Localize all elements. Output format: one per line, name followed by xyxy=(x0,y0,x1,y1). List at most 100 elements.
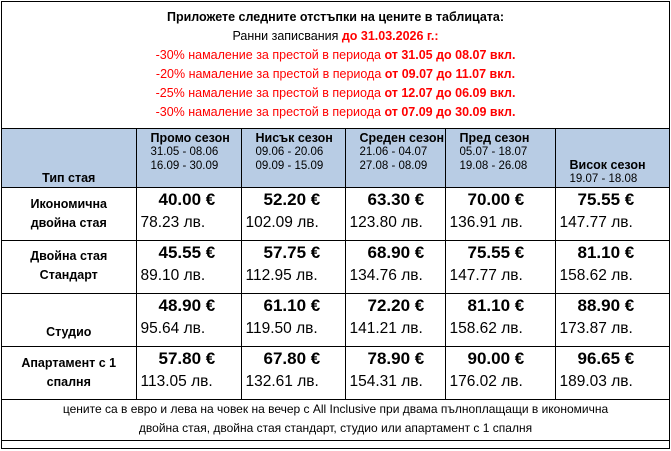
price-bgn: 158.62 лв. xyxy=(559,267,633,284)
price-cell: 75.55 € 147.77 лв. xyxy=(554,187,669,241)
discount-line: -30% намаление за престой в периода от 0… xyxy=(2,103,669,122)
season-header: Нисък сезон 09.06 - 20.06 09.09 - 15.09 xyxy=(240,129,346,188)
discount-text: намаление за престой в периода xyxy=(184,105,385,119)
price-bgn: 147.77 лв. xyxy=(559,214,633,231)
price-eur: 52.20 € xyxy=(263,190,321,209)
footer-note: цените са в евро и лева на човек на вече… xyxy=(2,399,669,441)
price-bgn: 113.05 лв. xyxy=(140,373,213,390)
price-eur: 45.55 € xyxy=(158,243,216,262)
price-bgn: 134.76 лв. xyxy=(349,267,423,284)
price-bgn: 89.10 лв. xyxy=(140,267,206,284)
price-eur: 48.90 € xyxy=(158,296,216,315)
price-bgn: 102.09 лв. xyxy=(245,214,319,231)
price-cell: 40.00 € 78.23 лв. xyxy=(135,187,242,241)
price-bgn: 154.31 лв. xyxy=(349,373,423,390)
price-cell: 75.55 € 147.77 лв. xyxy=(444,240,556,294)
price-cell: 67.80 € 132.61 лв. xyxy=(240,346,346,400)
price-cell: 61.10 € 119.50 лв. xyxy=(240,293,346,347)
price-eur: 57.80 € xyxy=(158,349,216,368)
price-bgn: 147.77 лв. xyxy=(449,267,523,284)
price-eur: 72.20 € xyxy=(367,296,425,315)
room-name-line: Студио xyxy=(46,325,92,339)
price-cell: 70.00 € 136.91 лв. xyxy=(444,187,556,241)
price-eur: 88.90 € xyxy=(577,296,635,315)
table-row: Икономична двойна стая 40.00 € 78.23 лв. 5… xyxy=(2,187,669,241)
season-range: 19.07 - 18.08 xyxy=(569,173,638,185)
early-booking-deadline: до 31.03.2026 г.: xyxy=(341,29,439,43)
season-range: 09.06 - 20.06 xyxy=(255,146,324,158)
price-cell: 78.90 € 154.31 лв. xyxy=(344,346,446,400)
price-cell: 57.75 € 112.95 лв. xyxy=(240,240,346,294)
room-name-line: Апартамент с 1 xyxy=(21,356,117,370)
price-bgn: 173.87 лв. xyxy=(559,320,633,337)
table-row: Апартамент с 1 спалня 57.80 € 113.05 лв. 6… xyxy=(2,346,669,400)
room-type-header-label: Тип стая xyxy=(42,171,96,185)
price-eur: 81.10 € xyxy=(467,296,525,315)
price-eur: 81.10 € xyxy=(577,243,635,262)
discount-text: намаление за престой в периода xyxy=(184,48,385,62)
price-cell: 45.55 € 89.10 лв. xyxy=(135,240,242,294)
season-range: 19.08 - 26.08 xyxy=(459,160,528,172)
season-name: Промо сезон xyxy=(150,131,230,145)
season-header: Пред сезон 05.07 - 18.07 19.08 - 26.08 xyxy=(444,129,556,188)
discount-pct: -20% xyxy=(155,67,186,81)
price-bgn: 123.80 лв. xyxy=(349,214,423,231)
price-cell: 81.10 € 158.62 лв. xyxy=(444,293,556,347)
season-name: Висок сезон xyxy=(569,158,646,172)
discount-pct: -30% xyxy=(155,48,185,62)
season-range: 09.09 - 15.09 xyxy=(255,160,324,172)
footer-row: цените са в евро и лева на човек на вече… xyxy=(2,399,669,441)
discount-line: -20% намаление за престой в периода от 0… xyxy=(2,65,669,84)
price-bgn: 78.23 лв. xyxy=(140,214,206,231)
footer-line: цените са в евро и лева на човек на вече… xyxy=(62,402,609,416)
price-bgn: 176.02 лв. xyxy=(449,373,523,390)
discount-period: от 12.07 до 06.09 вкл. xyxy=(384,86,516,100)
table-row: Двойна стая Стандарт 45.55 € 89.10 лв. 57.… xyxy=(2,240,669,294)
price-cell: 48.90 € 95.64 лв. xyxy=(135,293,242,347)
price-eur: 67.80 € xyxy=(263,349,321,368)
room-name-line: Икономична xyxy=(30,197,107,211)
discount-text: намаление за престой в периода xyxy=(185,67,385,81)
price-eur: 57.75 € xyxy=(263,243,321,262)
price-cell: 57.80 € 113.05 лв. xyxy=(135,346,242,400)
price-bgn: 132.61 лв. xyxy=(245,373,319,390)
price-bgn: 141.21 лв. xyxy=(349,320,423,337)
discount-notice: Приложете следните отстъпки на цените в … xyxy=(2,2,669,129)
room-name-line: Стандарт xyxy=(39,268,98,282)
season-range: 31.05 - 08.06 xyxy=(150,146,219,158)
price-cell: 90.00 € 176.02 лв. xyxy=(444,346,556,400)
footer-line: двойна стая, двойна стая стандарт, студи… xyxy=(138,421,533,435)
discount-line: -30% намаление за престой в периода от 3… xyxy=(2,46,669,65)
room-type-cell: Двойна стая Стандарт xyxy=(2,240,137,294)
season-header-row: Тип стая Промо сезон 31.05 - 08.06 16.09… xyxy=(2,129,669,188)
price-eur: 61.10 € xyxy=(263,296,321,315)
room-name-line: двойна стая xyxy=(30,216,107,230)
early-booking-line: Ранни записвания до 31.03.2026 г.: xyxy=(2,27,669,46)
price-eur: 75.55 € xyxy=(577,190,635,209)
room-name-line: спалня xyxy=(46,375,91,389)
price-eur: 78.90 € xyxy=(367,349,425,368)
season-name: Пред сезон xyxy=(459,131,530,145)
season-header: Среден сезон 21.06 - 04.07 27.08 - 08.09 xyxy=(344,129,446,188)
discount-line: -25% намаление за престой в периода от 1… xyxy=(2,84,669,103)
price-cell: 81.10 € 158.62 лв. xyxy=(554,240,669,294)
price-cell: 68.90 € 134.76 лв. xyxy=(344,240,446,294)
discount-pct: -25% xyxy=(155,86,185,100)
notice-title: Приложете следните отстъпки на цените в … xyxy=(166,10,505,24)
price-table: Тип стая Промо сезон 31.05 - 08.06 16.09… xyxy=(2,129,669,441)
discount-period: от 07.09 до 30.09 вкл. xyxy=(384,105,516,119)
price-cell: 88.90 € 173.87 лв. xyxy=(554,293,669,347)
season-range: 16.09 - 30.09 xyxy=(150,160,219,172)
price-eur: 68.90 € xyxy=(367,243,425,262)
season-header: Висок сезон 19.07 - 18.08 xyxy=(554,129,669,188)
room-type-header: Тип стая xyxy=(2,129,137,188)
price-bgn: 136.91 лв. xyxy=(449,214,523,231)
season-range: 27.08 - 08.09 xyxy=(359,160,428,172)
room-name-line: Двойна стая xyxy=(30,249,108,263)
room-type-cell: Апартамент с 1 спалня xyxy=(2,346,137,400)
discount-period: от 09.07 до 11.07 вкл. xyxy=(384,67,516,81)
discount-text: намаление за престой в периода xyxy=(184,86,385,100)
discount-period: от 31.05 до 08.07 вкл. xyxy=(384,48,516,62)
room-type-cell: Икономична двойна стая xyxy=(2,187,137,241)
table-row: Студио 48.90 € 95.64 лв. 61.10 € 119.50 лв… xyxy=(2,293,669,347)
